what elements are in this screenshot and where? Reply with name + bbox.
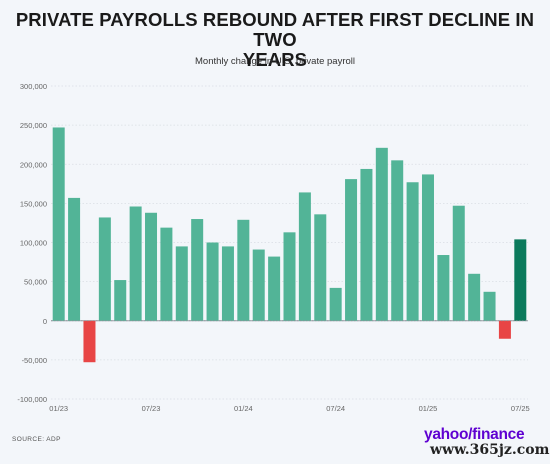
bar <box>483 291 496 321</box>
bar <box>406 182 419 321</box>
source-note: SOURCE: ADP <box>12 436 61 443</box>
chart-subtitle: Monthly change in U.S. private payroll <box>195 56 355 67</box>
bar <box>283 232 296 321</box>
bar <box>268 256 281 321</box>
bar <box>514 239 527 321</box>
bar <box>298 192 311 321</box>
y-tick-label: 0 <box>43 317 47 326</box>
bar <box>160 227 173 321</box>
y-tick-label: -100,000 <box>17 395 47 404</box>
y-tick-label: 100,000 <box>20 239 47 248</box>
bar <box>360 168 373 321</box>
bar <box>52 127 65 321</box>
y-tick-label: 50,000 <box>24 278 47 287</box>
bar <box>221 246 234 321</box>
bar <box>452 205 465 321</box>
bar <box>375 147 388 321</box>
bar <box>314 214 327 321</box>
chart-title-line1: PRIVATE PAYROLLS REBOUND AFTER FIRST DEC… <box>15 9 535 50</box>
bar <box>237 219 250 321</box>
bar <box>114 280 127 321</box>
x-tick-label: 01/23 <box>49 404 68 413</box>
y-tick-label: 250,000 <box>20 121 47 130</box>
bar <box>98 217 111 321</box>
bar <box>129 206 142 321</box>
watermark: www.365jz.com <box>430 442 550 458</box>
bar <box>145 212 158 321</box>
bar <box>175 246 188 321</box>
y-tick-label: 200,000 <box>20 160 47 169</box>
x-tick-label: 01/24 <box>234 404 253 413</box>
y-tick-label: 150,000 <box>20 199 47 208</box>
bar <box>391 160 404 321</box>
bar <box>252 249 265 321</box>
bar <box>468 273 481 321</box>
bar <box>191 219 204 321</box>
y-tick-label: 300,000 <box>20 82 47 91</box>
chart-title: PRIVATE PAYROLLS REBOUND AFTER FIRST DEC… <box>0 10 550 70</box>
bar <box>68 197 81 321</box>
bar <box>437 255 450 321</box>
bar <box>206 242 219 321</box>
bar <box>329 287 342 321</box>
x-tick-label: 07/25 <box>511 404 530 413</box>
x-tick-label: 01/25 <box>419 404 438 413</box>
bar <box>421 174 434 321</box>
chart-title-line2: YEARS <box>242 49 308 70</box>
bar <box>345 179 358 321</box>
bar <box>83 320 96 363</box>
y-tick-label: -50,000 <box>22 356 47 365</box>
x-tick-label: 07/23 <box>142 404 161 413</box>
bar <box>498 320 511 339</box>
x-tick-label: 07/24 <box>326 404 345 413</box>
yahoo-finance-logo: yahoo/finance <box>424 426 525 443</box>
